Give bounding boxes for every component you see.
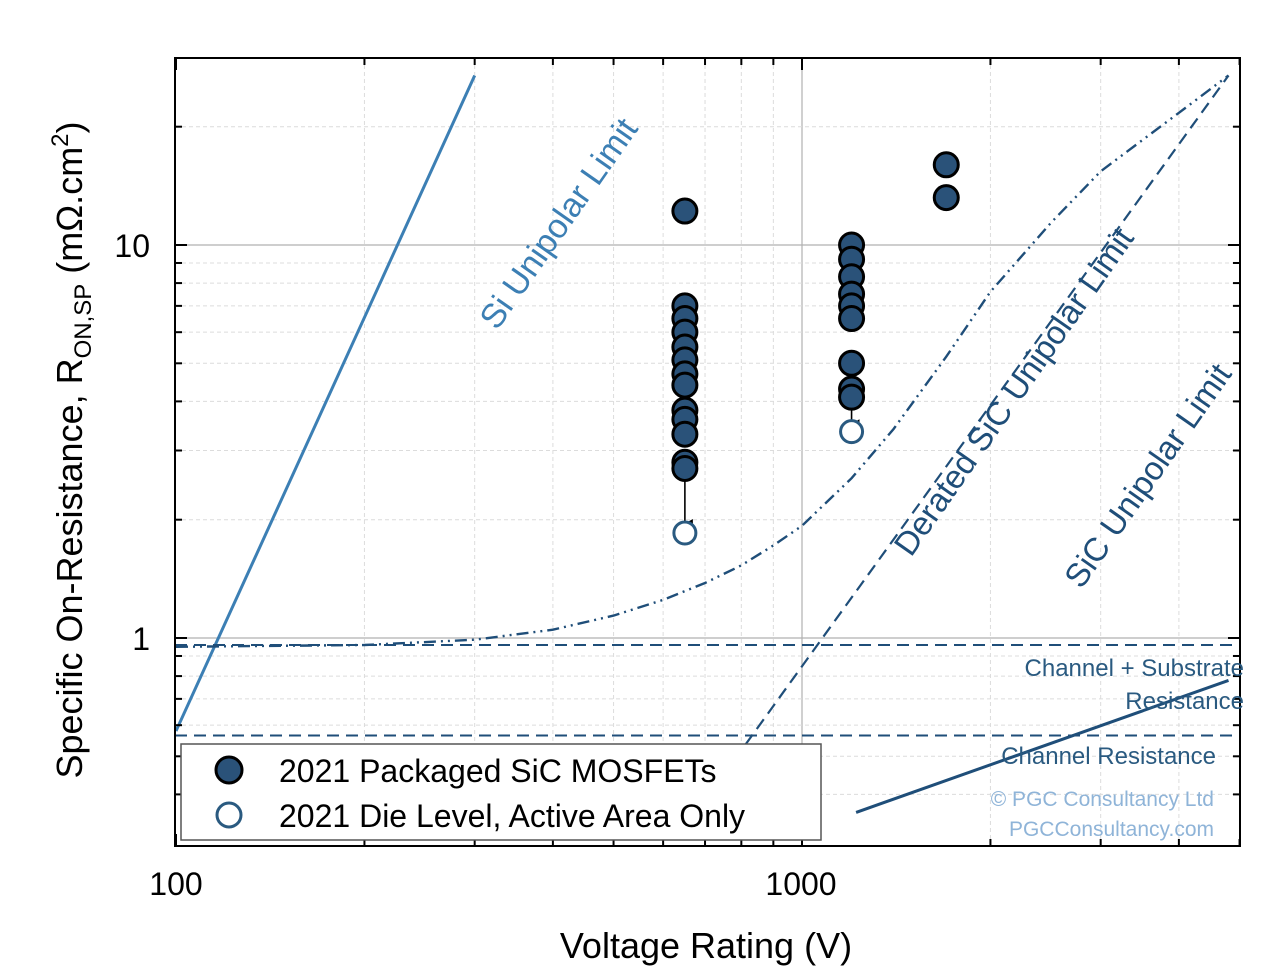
si-unipolar-limit-line — [175, 74, 477, 732]
legend-marker-die — [215, 801, 243, 829]
y-tick-label-1: 1 — [132, 621, 150, 657]
legend-marker-packaged — [214, 755, 244, 785]
y-axis-label-main: Specific On-Resistance, R — [49, 358, 90, 778]
legend-label-packaged: 2021 Packaged SiC MOSFETs — [279, 753, 717, 789]
y-axis-label-unit: (mΩ.cm — [49, 147, 90, 284]
sic-unipolar-limit-line — [855, 678, 1230, 814]
y-axis-label-close: ) — [49, 121, 90, 133]
packaged-mosfet-point — [932, 184, 960, 212]
legend-box — [180, 743, 822, 841]
arrows — [683, 397, 860, 530]
die-level-point — [839, 419, 865, 445]
y-axis-label-superscript: 2 — [47, 133, 74, 146]
derated-sic-unipolar-limit-line — [733, 74, 1230, 761]
x-axis-label: Voltage Rating (V) — [560, 925, 852, 966]
packaged-mosfet-point — [671, 197, 699, 225]
curves — [175, 74, 1240, 814]
packaged-mosfet-point — [671, 371, 699, 399]
watermark-url: PGCConsultancy.com — [1009, 818, 1214, 841]
packaged-mosfet-point — [671, 420, 699, 448]
y-axis-label: Specific On-Resistance, RON,SP (mΩ.cm2) — [47, 121, 97, 778]
markers — [671, 151, 960, 546]
legend-label-die: 2021 Die Level, Active Area Only — [279, 798, 745, 834]
packaged-mosfet-point — [838, 383, 866, 411]
x-tick-label-100: 100 — [149, 866, 202, 902]
y-tick-label-10: 10 — [114, 228, 150, 264]
packaged-mosfet-point — [838, 305, 866, 333]
x-tick-label-1000: 1000 — [765, 866, 836, 902]
packaged-mosfet-point — [838, 349, 866, 377]
si-unipolar-limit-label: Si Unipolar Limit — [472, 111, 645, 336]
die-level-point — [672, 520, 698, 546]
channel-substrate-label-2: Resistance — [1125, 688, 1244, 715]
sic-unipolar-limit-label: SiC Unipolar Limit — [1057, 357, 1239, 595]
packaged-mosfet-point — [671, 454, 699, 482]
grid — [175, 58, 1241, 846]
channel-resistance-label: Channel Resistance — [1001, 743, 1216, 770]
plot-frame — [174, 57, 1241, 847]
y-axis-label-subscript: ON,SP — [70, 284, 97, 359]
legend: 2021 Packaged SiC MOSFETs 2021 Die Level… — [180, 743, 822, 841]
packaged-mosfet-point — [932, 151, 960, 179]
watermark-company: © PGC Consultancy Ltd — [991, 788, 1214, 811]
combined-resistance-curve — [175, 74, 1230, 648]
channel-substrate-label: Channel + Substrate — [1025, 655, 1244, 682]
axis-ticks — [175, 58, 1241, 846]
